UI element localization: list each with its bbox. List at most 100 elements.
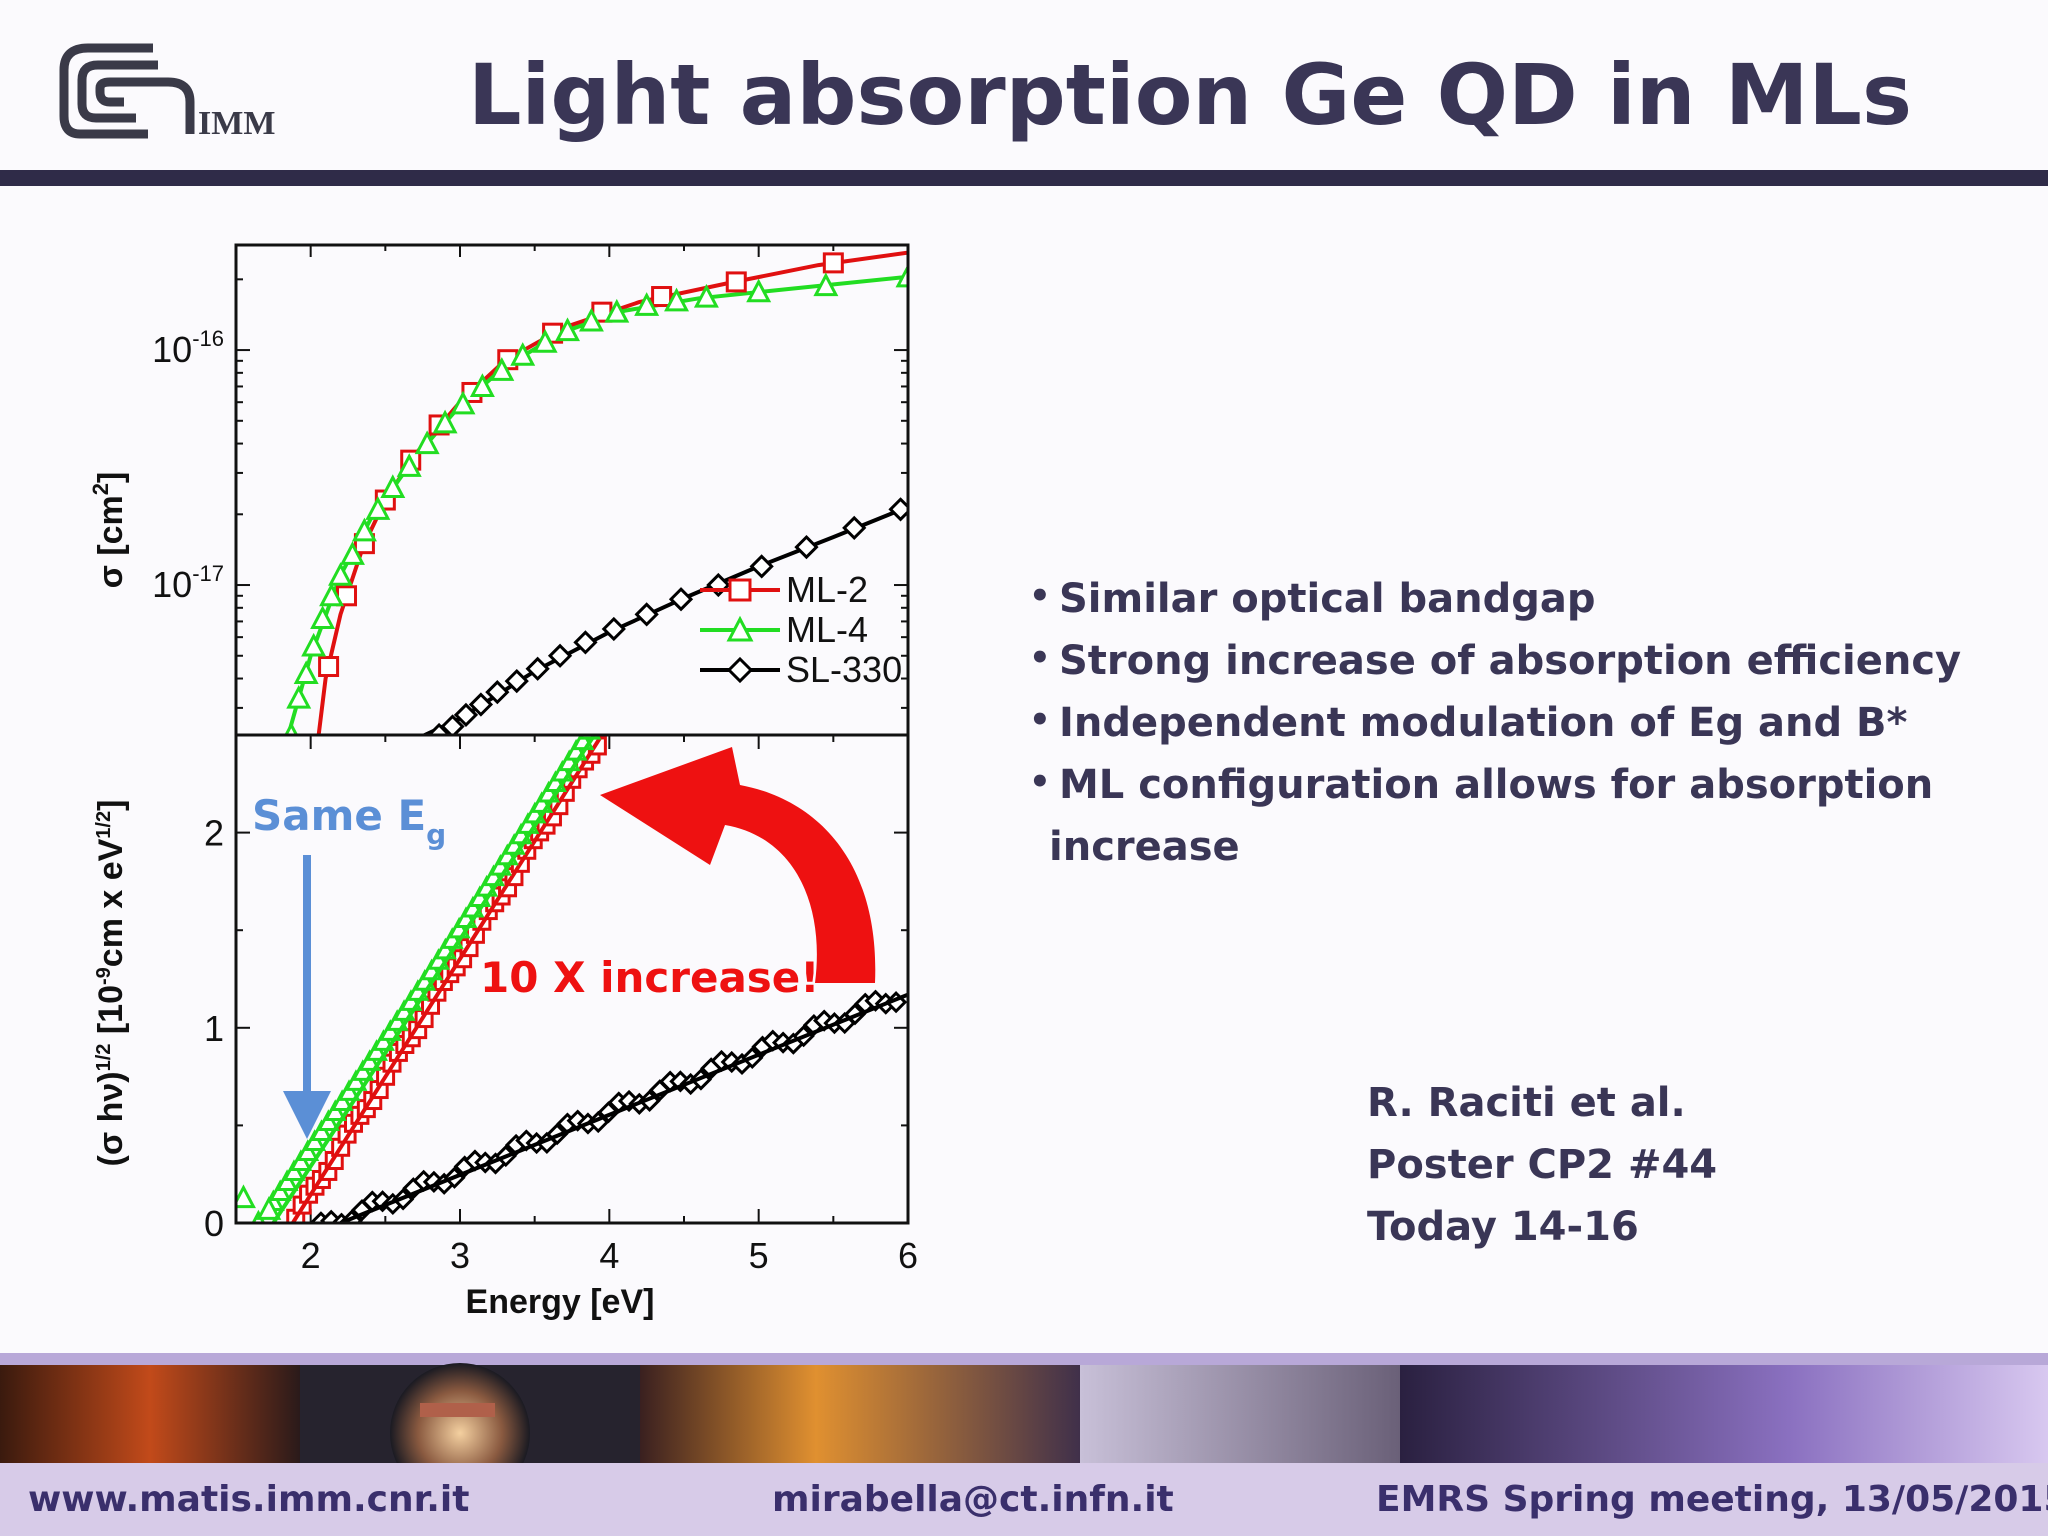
data-point-diamond [668, 587, 694, 612]
data-point-triangle [328, 562, 354, 586]
x-tick-label: 6 [898, 1235, 918, 1276]
data-point-triangle [296, 1139, 320, 1161]
y-tick-label: 0 [204, 1203, 224, 1244]
legend-label: SL-330 [786, 649, 902, 690]
lab-photo-strip [0, 1353, 2048, 1463]
increase-annotation: 10 X increase! [480, 747, 876, 1002]
data-point-triangle [602, 690, 620, 707]
data-point-triangle [319, 582, 345, 607]
bullet-item: Strong increase of absorption efficiency [1025, 627, 2025, 692]
data-point-triangle [555, 317, 581, 342]
data-point-triangle [351, 517, 377, 542]
data-point-diamond [706, 572, 731, 598]
fit-line-ml-4 [271, 735, 597, 1223]
data-point-triangle [310, 605, 336, 630]
data-point-diamond [504, 668, 529, 694]
x-tick-label: 2 [301, 1235, 321, 1276]
data-point-triangle [303, 1129, 327, 1151]
footer-bar: www.matis.imm.cnr.it mirabella@ct.infn.i… [0, 1463, 2048, 1536]
data-point-triangle [532, 328, 558, 353]
data-point-triangle [615, 669, 633, 686]
bottom-y-axis-label: (σ hν)1/2 [10-9cm x eV1/2] [92, 800, 130, 1167]
bottom-panel-frame [234, 733, 910, 1225]
data-point-triangle [664, 287, 690, 312]
footer-email[interactable]: mirabella@ct.infn.it [772, 1479, 1174, 1520]
absorption-figure: 10-16 10-17 σ [cm2] ML-2ML-4SL-330 2 3 4 5 6 0… [88, 243, 918, 1321]
y-tick-label: 10-16 [152, 326, 224, 370]
data-point-diamond [525, 656, 550, 681]
footer-event: EMRS Spring meeting, 13/05/2015 [1376, 1479, 2048, 1520]
data-point-triangle [282, 1159, 306, 1182]
data-point-diamond [468, 692, 494, 717]
data-point-triangle [726, 615, 754, 642]
bullet-item: Similar optical bandgap [1025, 565, 2025, 630]
cnr-logo-icon [59, 43, 195, 139]
tauc-plot-panel: 2 3 4 5 6 0 1 2 Energy [eV] (σ hν)1/2 [10-9cm x… [92, 669, 918, 1321]
same-eg-annotation: Same Eg [252, 791, 446, 1139]
data-point-triangle [358, 1049, 382, 1071]
data-point-triangle [268, 1179, 292, 1202]
data-point-square [728, 578, 752, 602]
data-point-triangle [595, 700, 613, 717]
data-point-triangle [371, 1029, 395, 1051]
data-point-diamond [440, 714, 465, 735]
data-point-diamond [485, 680, 510, 705]
data-point-diamond [749, 554, 774, 579]
data-point-triangle [344, 1069, 368, 1091]
data-point-triangle [634, 292, 660, 316]
data-point-triangle [365, 1039, 389, 1061]
data-point-diamond [573, 630, 598, 655]
y-tick-label: 2 [204, 813, 224, 854]
slide-title: Light absorption Ge QD in MLs [468, 46, 1912, 144]
top-panel-series [284, 250, 908, 735]
reference-poster: Poster CP2 #44 [1367, 1142, 1718, 1188]
data-point-triangle [289, 1149, 313, 1171]
data-point-triangle [693, 283, 719, 308]
top-y-tick-labels: 10-16 10-17 [152, 326, 224, 605]
data-point-triangle [608, 679, 626, 696]
y-tick-label: 1 [204, 1008, 224, 1049]
x-tick-label: 4 [599, 1235, 619, 1276]
data-point-triangle [275, 1169, 299, 1192]
fit-line-sl-330 [339, 992, 908, 1223]
cross-section-panel: 10-16 10-17 σ [cm2] ML-2ML-4SL-330 [88, 243, 910, 737]
data-point-diamond [634, 602, 659, 627]
data-point-triangle [895, 263, 908, 288]
data-point-triangle [351, 1059, 375, 1081]
data-point-diamond [794, 534, 819, 560]
data-point-diamond [453, 702, 479, 728]
data-point-triangle [489, 357, 515, 381]
data-point-triangle [339, 541, 365, 565]
data-point-square [651, 286, 673, 308]
footer-website[interactable]: www.matis.imm.cnr.it [28, 1479, 470, 1520]
x-tick-label: 5 [749, 1235, 769, 1276]
data-point-triangle [365, 496, 391, 520]
data-point-triangle [450, 390, 476, 415]
bullet-continuation: increase [1049, 824, 1240, 870]
bullet-item: ML configuration allows for absorption [1025, 751, 2025, 816]
data-point-triangle [301, 632, 327, 657]
data-point-square [725, 271, 747, 293]
top-y-axis-label: σ [cm2] [88, 472, 130, 589]
data-point-square [318, 656, 340, 678]
data-point-diamond [842, 515, 867, 541]
svg-text:Same Eg: Same Eg [252, 791, 446, 851]
x-axis-label: Energy [eV] [466, 1283, 655, 1321]
title-divider [0, 170, 2048, 186]
legend-label: ML-2 [786, 569, 868, 610]
data-point-triangle [396, 453, 422, 477]
data-point-triangle [414, 430, 440, 455]
chart-legend: ML-2ML-4SL-330 [700, 569, 902, 690]
data-point-diamond [726, 656, 754, 684]
legend-label: ML-4 [786, 609, 868, 650]
increase-label: 10 X increase! [480, 953, 819, 1002]
reference-time: Today 14-16 [1367, 1204, 1639, 1250]
data-point-triangle [813, 272, 839, 297]
data-point-triangle [588, 711, 606, 728]
y-tick-label: 10-17 [152, 561, 224, 605]
fit-line-ml-2 [291, 735, 604, 1223]
logo-imm-text: IMM [198, 105, 275, 142]
data-point-triangle [604, 298, 630, 323]
bullet-list: Similar optical bandgap Strong increase … [1025, 565, 2025, 878]
data-point-triangle [510, 342, 536, 366]
